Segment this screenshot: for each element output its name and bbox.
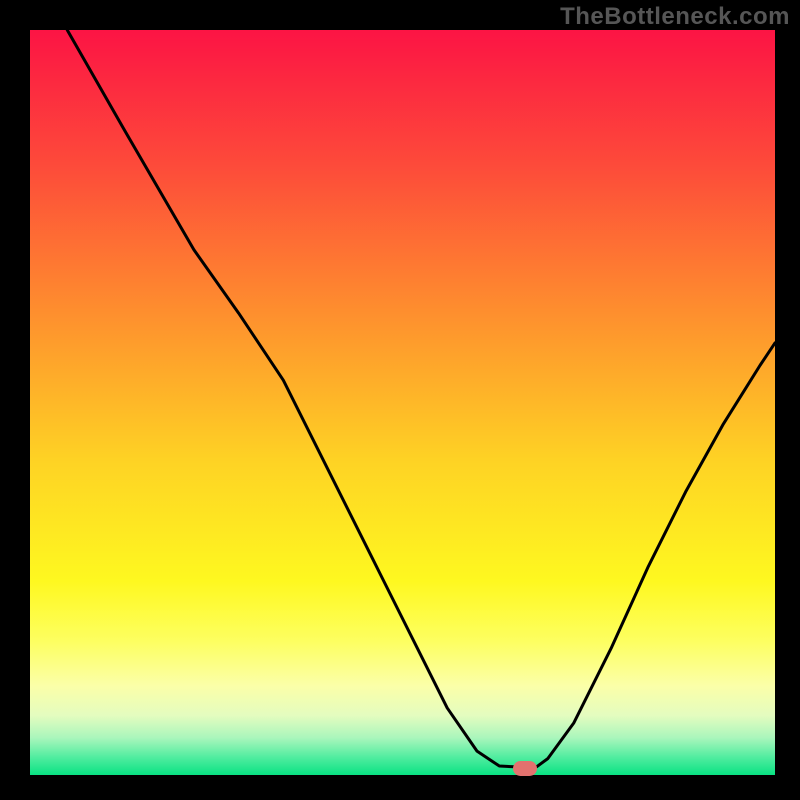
plot-area <box>30 30 775 775</box>
watermark-text: TheBottleneck.com <box>560 3 790 31</box>
bottleneck-chart: TheBottleneck.com <box>0 0 800 800</box>
optimum-marker <box>513 761 537 776</box>
